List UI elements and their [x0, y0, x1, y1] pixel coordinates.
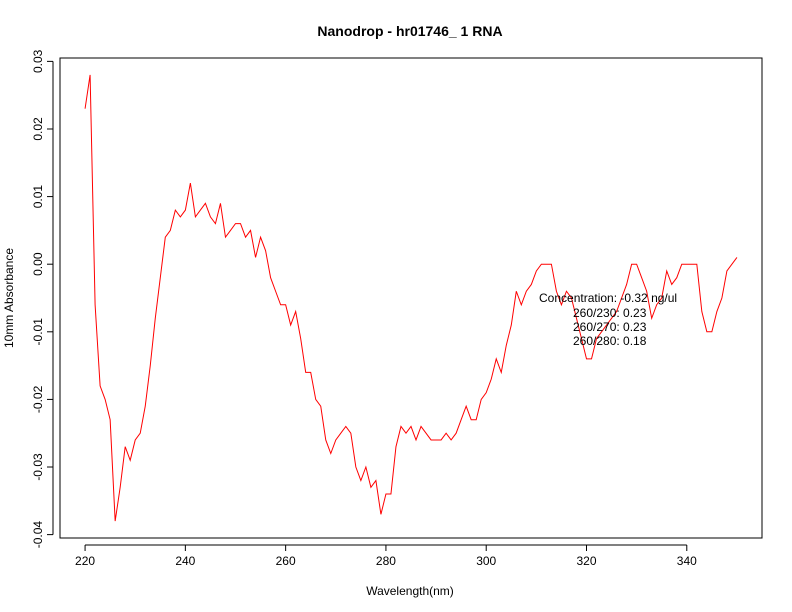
x-tick-label: 220 — [75, 554, 95, 568]
chart-title: Nanodrop - hr01746_ 1 RNA — [317, 23, 502, 39]
absorbance-series-line — [84, 74, 738, 522]
y-tick-label: 0.00 — [31, 252, 45, 276]
x-tick-label: 240 — [175, 554, 195, 568]
y-tick-label: -0.04 — [31, 521, 45, 549]
y-tick-label: 0.01 — [31, 185, 45, 209]
x-tick-label: 300 — [476, 554, 496, 568]
concentration-text: Concentration: -0.32 ng/ul — [539, 291, 677, 305]
x-tick-label: 260 — [276, 554, 296, 568]
ratio-260-280-text: 260/280: 0.18 — [573, 334, 647, 348]
y-axis: -0.04 -0.03 -0.02 -0.01 0.00 0.01 0.02 0.03 — [31, 49, 54, 549]
ratio-260-270-text: 260/270: 0.23 — [573, 320, 647, 334]
y-axis-label: 10mm Absorbance — [2, 248, 16, 348]
y-tick-label: -0.01 — [31, 318, 45, 346]
y-tick-label: 0.03 — [31, 49, 45, 73]
y-tick-label: -0.02 — [31, 385, 45, 413]
x-axis: 220 240 260 280 300 320 340 — [75, 544, 697, 568]
ratio-260-230-text: 260/230: 0.23 — [573, 306, 647, 320]
x-axis-label: Wavelength(nm) — [366, 584, 454, 598]
y-tick-label: -0.03 — [31, 453, 45, 481]
x-tick-label: 280 — [376, 554, 396, 568]
x-tick-label: 340 — [677, 554, 697, 568]
stats-annotation: Concentration: -0.32 ng/ul 260/230: 0.23… — [539, 291, 677, 348]
y-tick-label: 0.02 — [31, 117, 45, 141]
x-tick-label: 320 — [576, 554, 596, 568]
plot-box — [59, 57, 763, 539]
